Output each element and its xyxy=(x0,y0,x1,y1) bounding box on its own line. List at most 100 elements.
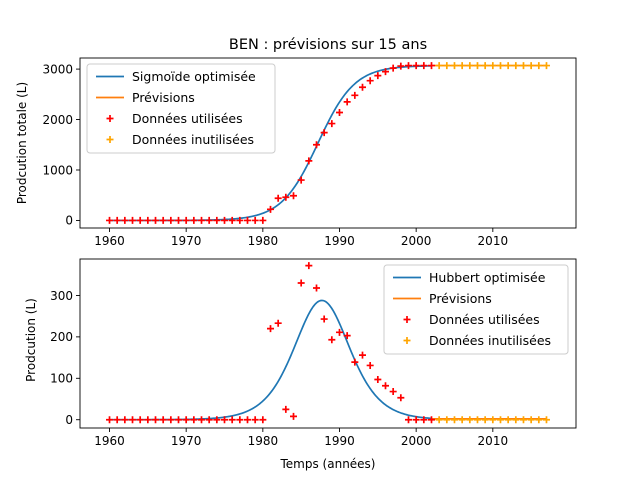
legend-label: Prévisions xyxy=(429,291,492,306)
y-axis-label: Prodcution totale (L) xyxy=(15,82,29,204)
y-tick-label: 0 xyxy=(65,214,73,228)
used-data-point xyxy=(121,216,129,224)
x-tick-label: 2010 xyxy=(478,434,509,448)
plot-frame xyxy=(79,57,577,229)
unused-data-point xyxy=(435,416,443,424)
used-data-point xyxy=(297,176,305,184)
used-data-point xyxy=(251,216,259,224)
legend-unused-swatch xyxy=(106,136,114,143)
legend-label: Données inutilisées xyxy=(132,132,254,147)
used-data-point xyxy=(267,205,275,213)
used-data-point xyxy=(343,332,351,340)
unused-data-point xyxy=(489,62,497,70)
legend-label: Données utilisées xyxy=(132,111,243,126)
used-data-point xyxy=(420,416,428,424)
used-data-point xyxy=(113,216,121,224)
x-tick-label: 2000 xyxy=(401,234,432,248)
unused-data-point xyxy=(458,416,466,424)
used-data-point xyxy=(427,416,435,424)
used-data-point xyxy=(190,416,198,424)
unused-data-point xyxy=(435,62,443,70)
x-tick-label: 2000 xyxy=(401,434,432,448)
x-tick-label: 1970 xyxy=(171,234,202,248)
legend-unused-swatch xyxy=(403,337,411,344)
used-data-point xyxy=(412,416,420,424)
used-data-point xyxy=(351,91,359,99)
used-data-point xyxy=(167,416,175,424)
unused-data-point xyxy=(466,416,474,424)
legend-label: Données inutilisées xyxy=(429,333,551,348)
legend-label: Sigmoïde optimisée xyxy=(132,69,256,84)
unused-data-point xyxy=(512,416,520,424)
used-data-point xyxy=(305,262,313,270)
unused-data-point xyxy=(542,62,550,70)
used-data-point xyxy=(290,412,298,420)
y-tick-label: 100 xyxy=(50,372,73,386)
unused-data-point xyxy=(481,416,489,424)
used-data-point xyxy=(412,62,420,70)
used-data-point xyxy=(205,416,213,424)
chart-title: BEN : prévisions sur 15 ans xyxy=(229,37,427,53)
unused-data-point xyxy=(473,416,481,424)
used-data-point xyxy=(175,216,183,224)
used-data-point xyxy=(129,416,137,424)
unused-data-point xyxy=(535,416,543,424)
legend: Sigmoïde optimisée Prévisions Données util… xyxy=(86,63,276,154)
x-tick-label: 1990 xyxy=(324,234,355,248)
used-data-point xyxy=(389,64,397,72)
used-data-point xyxy=(374,72,382,80)
y-tick-label: 300 xyxy=(50,289,73,303)
used-data-point xyxy=(427,62,435,70)
used-data-point xyxy=(313,284,321,292)
used-data-point xyxy=(213,216,221,224)
unused-data-point xyxy=(473,62,481,70)
used-data-point xyxy=(144,216,152,224)
legend-frame xyxy=(383,264,569,355)
legend-used-swatch xyxy=(106,115,114,122)
used-data-point xyxy=(175,416,183,424)
used-data-point xyxy=(198,216,206,224)
unused-data-point xyxy=(527,416,535,424)
legend-label: Prévisions xyxy=(132,90,195,105)
unused-data-point xyxy=(504,416,512,424)
used-data-point xyxy=(389,388,397,396)
used-data-point xyxy=(328,120,336,128)
used-data-point xyxy=(113,416,121,424)
used-data-point xyxy=(106,416,114,424)
used-data-point xyxy=(152,416,160,424)
plot-area: 1960 1970 1980 1990 2000 2010 0 100 200 300 Hubber… xyxy=(50,258,577,448)
y-axis-label: Prodcution (L) xyxy=(24,298,38,382)
x-tick-label: 1980 xyxy=(248,234,279,248)
x-tick-label: 1980 xyxy=(248,434,279,448)
used-data-point xyxy=(320,315,328,323)
legend-used-swatch xyxy=(403,316,411,323)
used-data-point xyxy=(182,216,190,224)
y-tick-label: 1000 xyxy=(42,163,73,177)
used-data-point xyxy=(221,216,229,224)
used-data-point xyxy=(251,416,259,424)
y-tick-label: 200 xyxy=(50,330,73,344)
x-tick-label: 1960 xyxy=(94,234,125,248)
used-data-point xyxy=(381,382,389,390)
unused-data-point xyxy=(519,62,527,70)
used-data-point xyxy=(152,216,160,224)
used-data-point xyxy=(328,336,336,344)
legend-label: Données utilisées xyxy=(429,312,540,327)
plot-frame xyxy=(79,258,577,429)
used-data-point xyxy=(244,416,252,424)
used-data-point xyxy=(420,62,428,70)
used-data-point xyxy=(129,216,137,224)
used-data-point xyxy=(221,416,229,424)
legend-label: Hubbert optimisée xyxy=(429,270,546,285)
used-data-point xyxy=(366,361,374,369)
used-data-point xyxy=(335,328,343,336)
unused-data-point xyxy=(481,62,489,70)
used-data-point xyxy=(335,108,343,116)
used-data-point xyxy=(274,319,282,327)
used-data-point xyxy=(397,62,405,70)
used-data-point xyxy=(297,279,305,287)
used-data-point xyxy=(136,416,144,424)
used-data-point xyxy=(236,216,244,224)
used-data-point xyxy=(290,192,298,200)
unused-data-point xyxy=(466,62,474,70)
